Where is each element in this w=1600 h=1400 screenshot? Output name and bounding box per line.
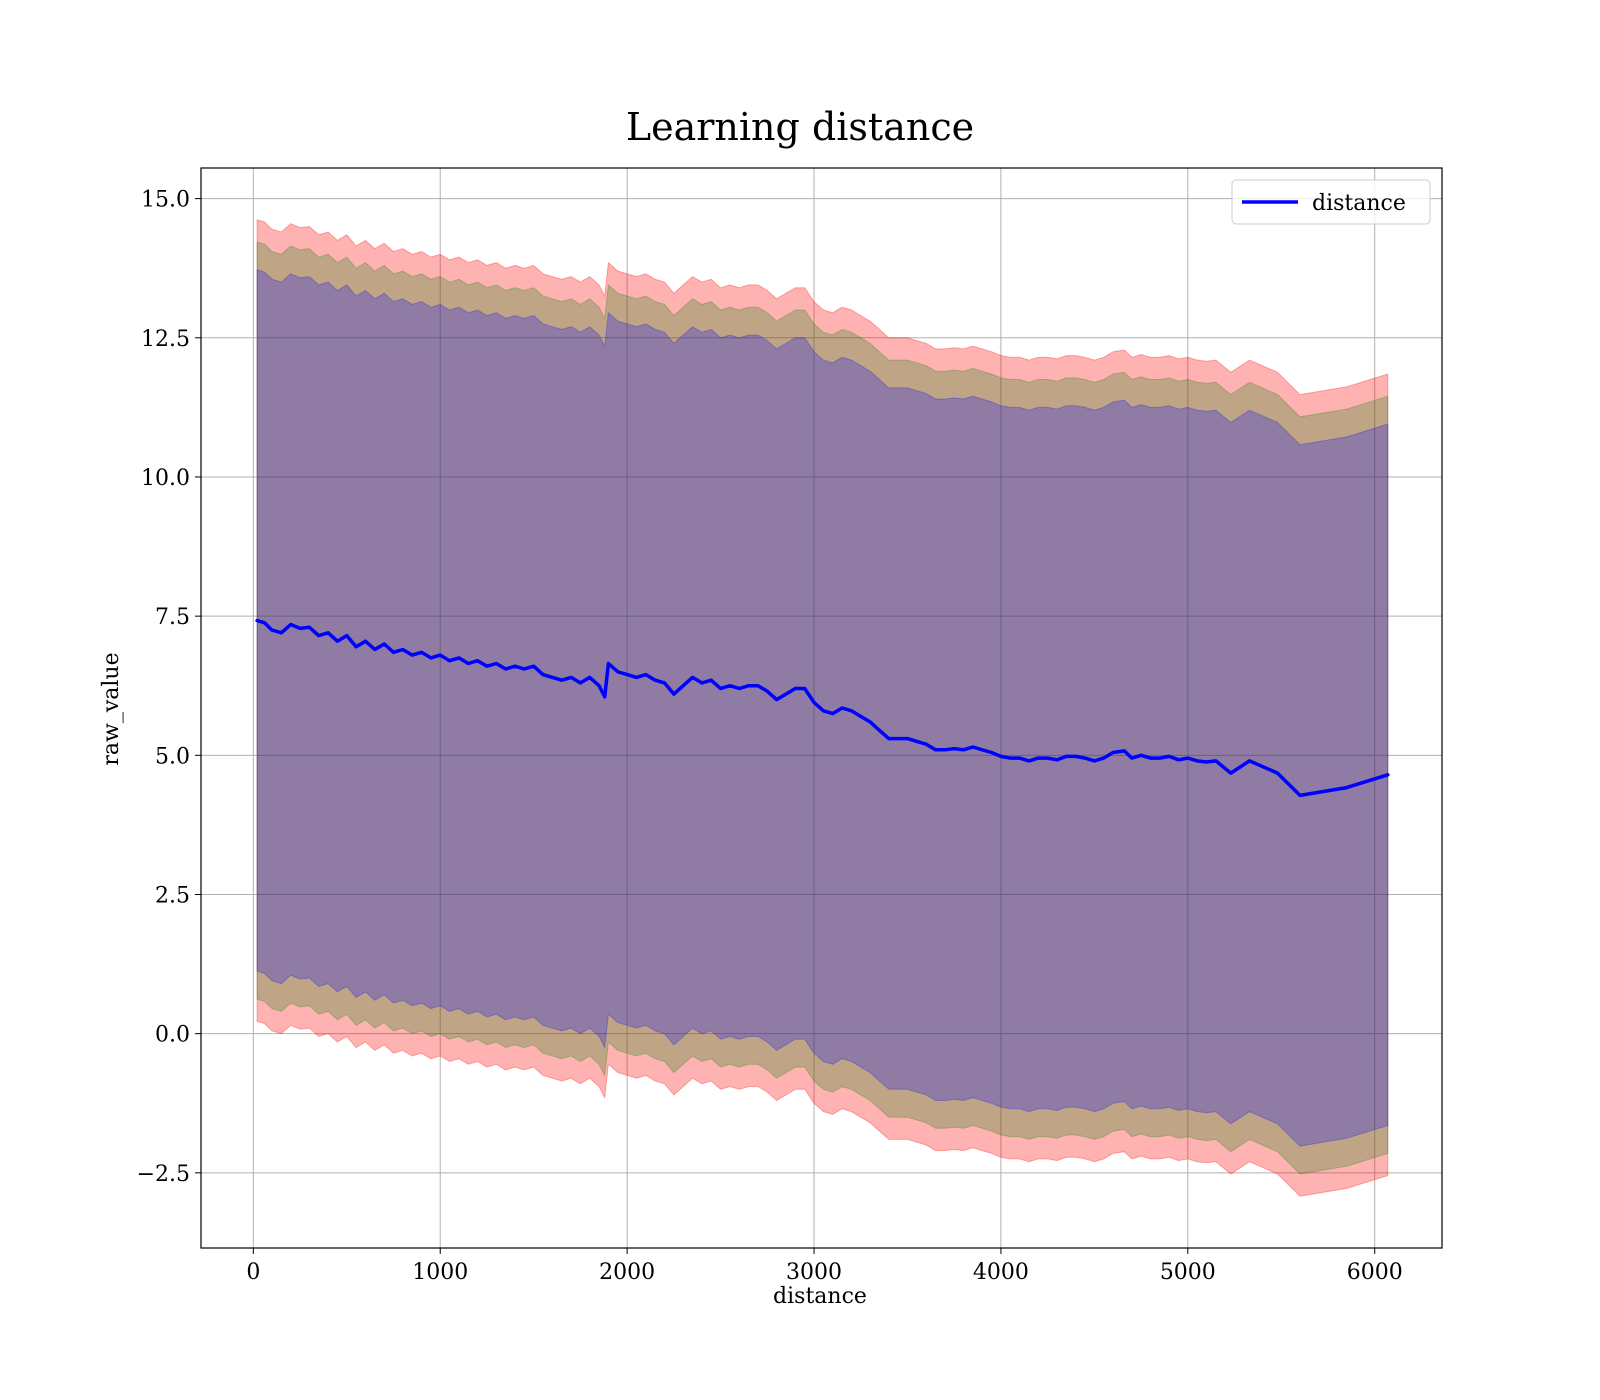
y-tick-label: 10.0 — [141, 466, 190, 491]
x-tick-label: 1000 — [412, 1260, 468, 1285]
y-tick-label: 5.0 — [155, 744, 190, 769]
x-tick-label: 4000 — [973, 1260, 1029, 1285]
x-tick-label: 3000 — [786, 1260, 842, 1285]
y-tick-label: 2.5 — [155, 883, 190, 908]
legend-box — [1231, 179, 1431, 225]
y-tick-label: −2.5 — [137, 1162, 190, 1187]
y-tick-label: 7.5 — [155, 605, 190, 630]
x-axis-label: distance — [773, 1284, 867, 1309]
y-tick-label: 0.0 — [155, 1023, 190, 1048]
series-lines — [255, 618, 1390, 798]
grid — [201, 168, 1442, 1248]
chart-title: Learning distance — [626, 105, 974, 149]
plot-frame — [200, 167, 1443, 1249]
axis-ticks: 0 1000 2000 3000 4000 5000 6000 −2.5 0.0 2.5 5.0 7.… — [137, 188, 1403, 1285]
legend-label: distance — [1312, 191, 1406, 216]
y-tick-label: 12.5 — [141, 327, 190, 352]
y-axis-label: raw_value — [99, 652, 124, 765]
x-tick-label: 0 — [246, 1260, 260, 1285]
x-tick-label: 6000 — [1347, 1260, 1403, 1285]
x-tick-label: 2000 — [599, 1260, 655, 1285]
x-tick-label: 5000 — [1160, 1260, 1216, 1285]
legend: distance — [1231, 179, 1431, 225]
y-tick-label: 15.0 — [141, 188, 190, 213]
series-line-distance — [255, 618, 1390, 798]
